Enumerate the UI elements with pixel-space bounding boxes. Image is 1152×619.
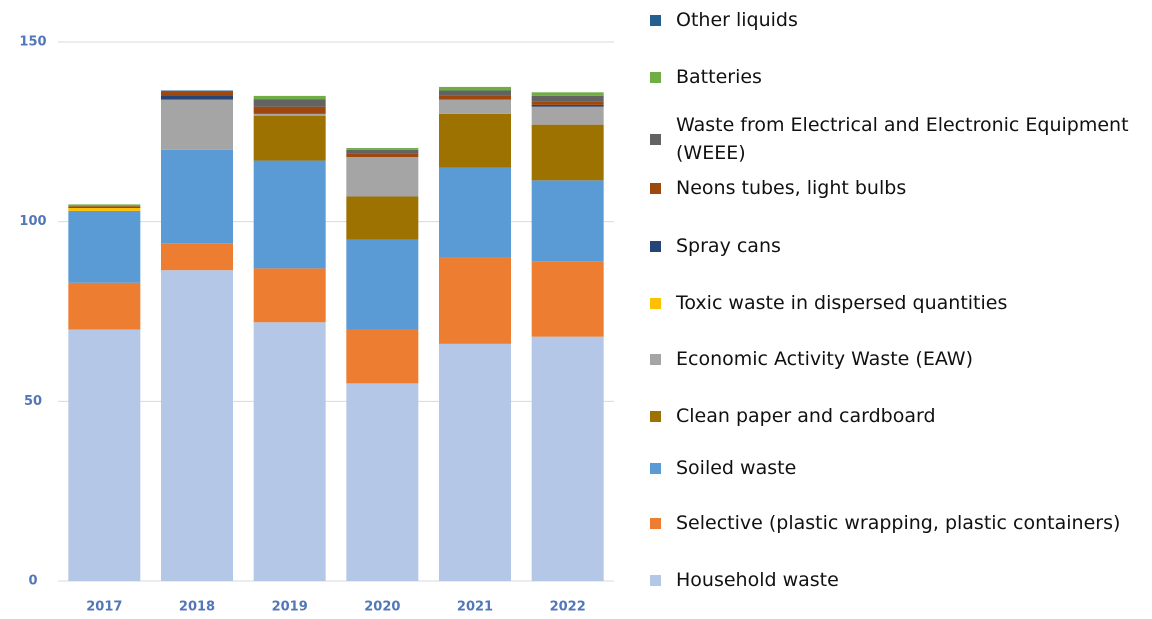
bar-segment (253, 268, 326, 323)
bar-segment (161, 91, 233, 96)
bar-segment (531, 180, 604, 262)
legend-item: Clean paper and cardboard (650, 402, 1146, 430)
legend-swatch (650, 182, 661, 194)
bar-segment (439, 95, 511, 100)
legend-swatch (650, 133, 661, 145)
legend-swatch (650, 14, 661, 26)
legend-label: Household waste (676, 569, 839, 591)
bar-segment (346, 153, 419, 157)
bar-segment (439, 167, 511, 258)
bar-segment (68, 282, 141, 330)
bar-segment (346, 148, 419, 150)
bar-segment (346, 329, 419, 384)
bar-segment (161, 270, 233, 581)
legend-item: Neons tubes, light bulbs (650, 174, 1146, 202)
bar-segment (439, 90, 511, 96)
legend-item: Household waste (650, 566, 1146, 594)
legend-item: Economic Activity Waste (EAW) (650, 345, 1146, 373)
bar-segment (68, 329, 141, 581)
bar-segment (346, 156, 419, 197)
legend-label: Neons tubes, light bulbs (676, 177, 907, 199)
x-tick-label: 2017 (86, 600, 122, 615)
bar-segment (161, 90, 233, 92)
bar-segment (439, 257, 511, 344)
bar-segment (531, 92, 604, 96)
bar-segment (439, 343, 511, 581)
legend-item: Batteries (650, 63, 1146, 91)
bar-segment (253, 95, 326, 100)
legend-swatch (650, 574, 661, 586)
legend-swatch (650, 71, 661, 83)
bar-segment (253, 115, 326, 161)
legend-label: Batteries (676, 66, 762, 88)
legend-label: Other liquids (676, 9, 798, 31)
bar-segment (253, 106, 326, 114)
bar-segment (439, 99, 511, 114)
bar-segment (161, 243, 233, 271)
legend-swatch (650, 462, 661, 474)
x-tick-label: 2021 (457, 600, 493, 615)
bar-segment (253, 160, 326, 269)
bar-segment (531, 104, 604, 107)
bar-segment (253, 113, 326, 116)
bar-segment (531, 124, 604, 181)
legend-label: Soiled waste (676, 457, 797, 479)
legend-item: Spray cans (650, 232, 1146, 260)
x-tick-label: 2019 (272, 600, 308, 615)
y-tick-label: 0 (28, 574, 37, 589)
y-tick-label: 150 (19, 35, 46, 50)
legend-swatch (650, 240, 661, 252)
legend-label: Economic Activity Waste (EAW) (676, 348, 973, 370)
bar-segment (68, 208, 141, 211)
legend-label: Spray cans (676, 235, 781, 257)
x-tick-label: 2020 (364, 600, 400, 615)
bar-segment (68, 204, 141, 207)
legend-item: Other liquids (650, 6, 1146, 34)
bar-segment (531, 261, 604, 337)
legend-item: Soiled waste (650, 454, 1146, 482)
legend-swatch (650, 297, 661, 309)
legend-swatch (650, 517, 661, 529)
bar-segment (161, 149, 233, 244)
bar-segment (253, 322, 326, 581)
legend-swatch (650, 410, 661, 422)
bar-segment (439, 86, 511, 91)
bar-segment (346, 196, 419, 240)
bar-segment (161, 99, 233, 150)
bar-segment (346, 383, 419, 581)
y-tick-label: 50 (24, 394, 42, 409)
bar-segment (68, 210, 141, 283)
x-tick-label: 2022 (550, 600, 586, 615)
legend-item: Selective (plastic wrapping, plastic con… (650, 509, 1146, 537)
y-tick-label: 100 (19, 214, 46, 229)
legend-swatch (650, 353, 661, 365)
legend-label: Clean paper and cardboard (676, 405, 936, 427)
legend-item: Waste from Electrical and Electronic Equ… (650, 111, 1146, 167)
bar-segment (531, 106, 604, 125)
bar-segment (346, 149, 419, 154)
x-tick-label: 2018 (179, 600, 215, 615)
legend-label: Waste from Electrical and Electronic Equ… (676, 114, 1129, 164)
legend-item: Toxic waste in dispersed quantities (650, 289, 1146, 317)
bar-segment (531, 336, 604, 581)
legend-label: Toxic waste in dispersed quantities (676, 292, 1008, 314)
bar-segment (346, 239, 419, 330)
bar-segment (161, 95, 233, 100)
bar-segment (439, 113, 511, 168)
bar-segment (531, 95, 604, 102)
legend-label: Selective (plastic wrapping, plastic con… (676, 512, 1121, 534)
bar-segment (531, 101, 604, 105)
bar-segment (253, 99, 326, 107)
bar-segment (68, 206, 141, 209)
chart: 0 50 100 150 2017 2018 2019 2020 2021 2022 (19, 35, 614, 615)
